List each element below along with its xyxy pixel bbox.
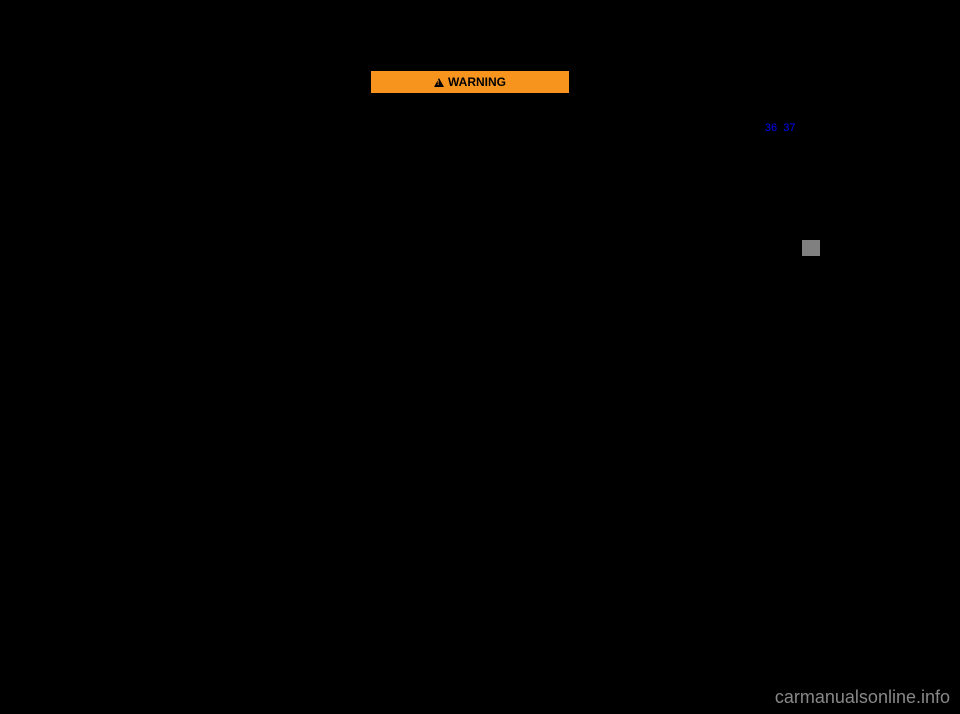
section-label: Driver and Passenger Safety [725,644,840,654]
page-content: Using a Booster Seat A child who has out… [120,70,840,630]
column-3: If a child who uses a booster seat must … [620,70,840,353]
body-text: A child who has outgrown a forward-facin… [370,277,590,343]
body-text: A booster seat can be either a high-back… [120,156,340,239]
body-text: Of course, children vary widely. While a… [620,146,840,212]
column-1: Using a Booster Seat A child who has out… [120,70,340,353]
warning-label: WARNING [448,73,506,91]
page-title: Protecting Larger Children [120,50,323,68]
warning-triangle-icon [434,78,444,87]
warning-body: Allowing a larger child to sit improperl… [371,93,569,237]
warning-text: If a larger child must ride in front, ma… [379,151,561,221]
body-text: A child who has outgrown a forward-facin… [120,97,340,147]
continued-label: CONTINUED [120,644,174,654]
watermark: carmanualsonline.info [775,687,950,708]
section-heading-booster: Using a Booster Seat [120,70,340,87]
page-footer: CONTINUED Driver and Passenger Safety [120,644,840,654]
page-link-36[interactable]: 36 [765,122,777,134]
body-text: If a child who uses a booster seat must … [620,70,840,136]
section-tab [802,240,820,256]
page-number: 39 [779,241,790,252]
warning-text: Allowing a larger child to sit improperl… [379,99,561,141]
column-2: WARNING Allowing a larger child to sit i… [370,70,590,353]
body-text: A child may continue using a booster sea… [120,249,340,332]
warning-header: WARNING [371,71,569,93]
warning-box: WARNING Allowing a larger child to sit i… [370,70,570,238]
page-link-37[interactable]: 37 [783,122,795,134]
section-heading-front: When Can a Larger Child Sit in Front [370,250,590,267]
